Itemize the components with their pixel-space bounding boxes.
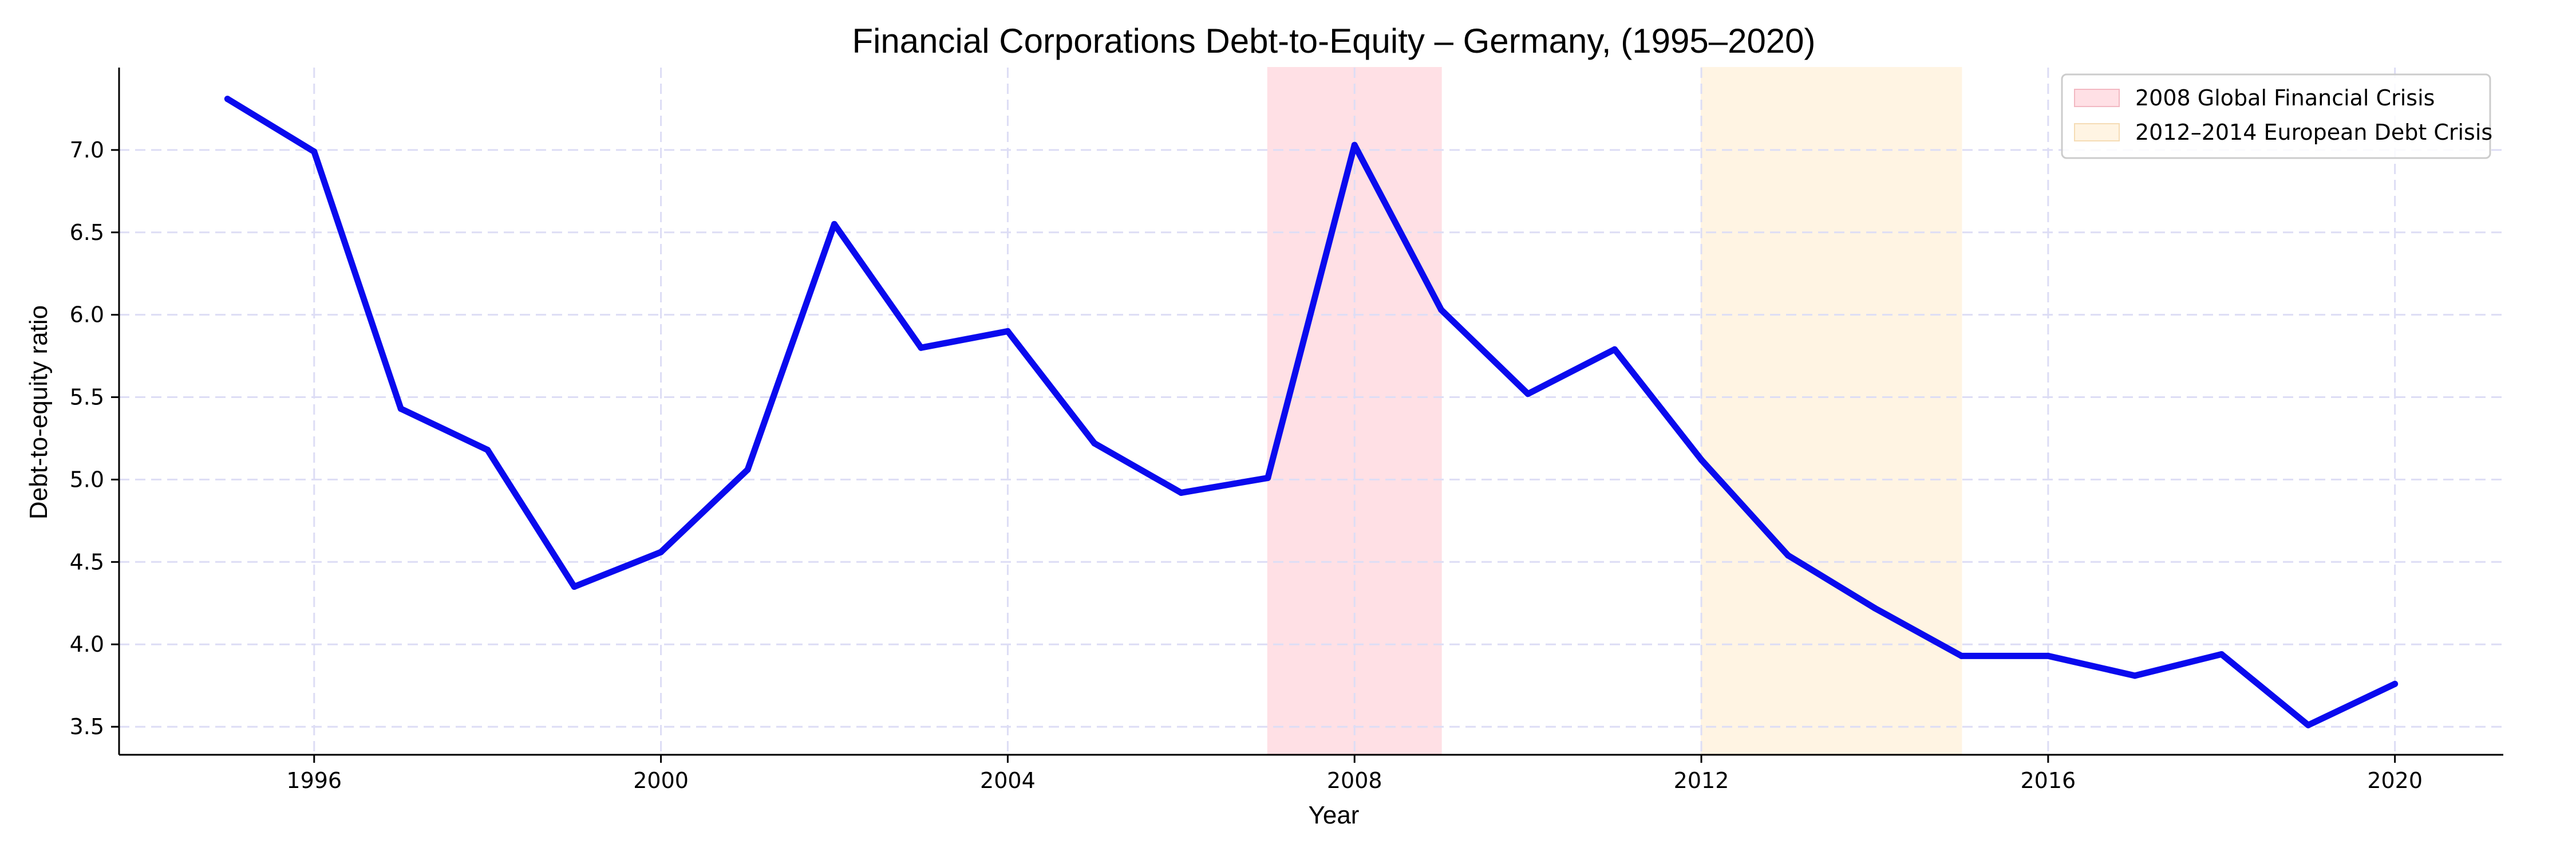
data-point [1958, 652, 1965, 659]
legend: 2008 Global Financial Crisis 2012–2014 Eu… [2061, 73, 2492, 159]
data-point [1351, 141, 1358, 148]
data-point [1438, 306, 1445, 313]
data-point [571, 583, 578, 590]
y-tick-label: 6.5 [70, 220, 104, 245]
data-point [658, 549, 665, 555]
data-point [1091, 440, 1098, 447]
y-axis-label: Debt-to-equity ratio [25, 305, 53, 519]
series-line-1 [226, 96, 2397, 728]
y-tick-label: 5.5 [70, 385, 104, 410]
data-point [2218, 651, 2225, 657]
x-tick-label: 1996 [286, 768, 342, 793]
x-tick-label: 2000 [633, 768, 689, 793]
axes [118, 68, 2503, 756]
y-tick-label: 7.0 [70, 137, 104, 163]
data-point [2305, 722, 2312, 728]
x-tick-label: 2020 [2367, 768, 2423, 793]
data-point [1524, 391, 1531, 397]
x-axis-label: Year [1309, 801, 1360, 829]
shaded-region-2 [1701, 67, 1962, 755]
y-tick-label: 6.0 [70, 302, 104, 328]
y-tick-label: 3.5 [70, 714, 104, 739]
data-point [1611, 346, 1618, 353]
data-point [1698, 456, 1705, 463]
data-point [311, 148, 318, 155]
chart-title: Financial Corporations Debt-to-Equity – … [852, 22, 1815, 60]
data-point [831, 220, 837, 227]
x-tick-label: 2008 [1327, 768, 1382, 793]
series-layer [224, 96, 2399, 728]
y-tick-label: 5.0 [70, 467, 104, 492]
data-point [1178, 489, 1184, 496]
data-point [224, 96, 231, 103]
data-point [918, 344, 924, 351]
data-point [2045, 652, 2052, 659]
shaded-regions [1267, 67, 1962, 755]
y-tick-label: 4.0 [70, 632, 104, 657]
data-point [397, 405, 404, 412]
x-tick-label: 2004 [980, 768, 1036, 793]
legend-box [2061, 73, 2491, 159]
y-tick-label: 4.5 [70, 549, 104, 574]
legend-swatch [2074, 123, 2120, 141]
data-point [1785, 552, 1791, 559]
data-point [484, 447, 491, 454]
data-point [1265, 475, 1271, 482]
data-point [744, 466, 751, 473]
data-point [1871, 605, 1878, 612]
data-point [2392, 680, 2399, 687]
legend-label: 2008 Global Financial Crisis [2135, 85, 2435, 111]
legend-label: 2012–2014 European Debt Crisis [2135, 120, 2492, 145]
x-tick-label: 2016 [2021, 768, 2076, 793]
ticks: 1996 2000 2004 2008 2012 2016 2020 3.5 4.0 4.5 5.0… [70, 137, 2423, 793]
legend-swatch [2074, 89, 2120, 107]
x-tick-label: 2012 [1674, 768, 1729, 793]
data-point [1004, 328, 1011, 334]
data-point [2131, 672, 2138, 679]
